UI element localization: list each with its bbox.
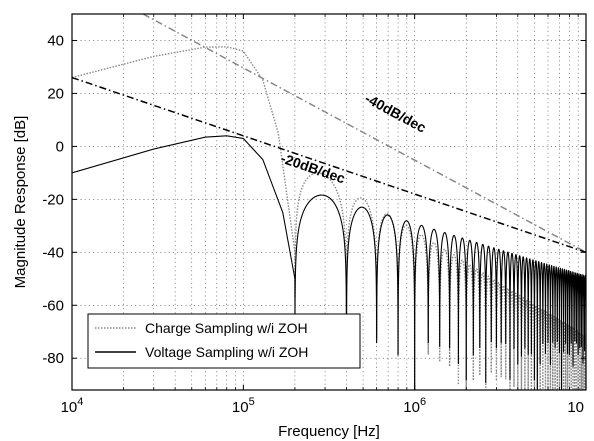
annotation-20db-dec: -20dB/dec (279, 150, 348, 187)
y-tick-label: -80 (42, 350, 64, 367)
y-tick-label: 0 (56, 138, 64, 155)
legend-entry-charge: Charge Sampling w/i ZOH (145, 320, 308, 336)
y-tick-label: -40 (42, 244, 64, 261)
x-tick-label: 104 (61, 396, 84, 416)
series-voltage-sampling (72, 135, 586, 390)
series-charge-sampling (72, 46, 586, 390)
slope-line-20db (72, 76, 586, 254)
x-tick-label: 106 (403, 396, 426, 416)
legend: Charge Sampling w/i ZOH Voltage Sampling… (87, 313, 361, 369)
legend-entry-voltage: Voltage Sampling w/i ZOH (145, 344, 308, 360)
y-tick-label: 40 (47, 32, 64, 49)
y-axis-label: Magnitude Response [dB] (12, 116, 29, 289)
y-tick-label: 20 (47, 85, 64, 102)
y-tick-label: -60 (42, 297, 64, 314)
plot-frame (71, 13, 587, 391)
y-tick-label: -20 (42, 191, 64, 208)
x-tick-label: 10 (567, 399, 584, 416)
legend-box (87, 313, 361, 369)
axes: 40 20 0 -20 -40 -60 -80 104 105 106 10 (42, 14, 587, 416)
plot-area (72, 14, 586, 390)
annotation-40db-dec: -40dB/dec (362, 90, 429, 136)
slope-line-40db (142, 14, 586, 253)
annotations: -40dB/dec -20dB/dec (279, 90, 429, 187)
x-axis-label: Frequency [Hz] (278, 423, 380, 440)
x-tick-label: 105 (232, 396, 255, 416)
